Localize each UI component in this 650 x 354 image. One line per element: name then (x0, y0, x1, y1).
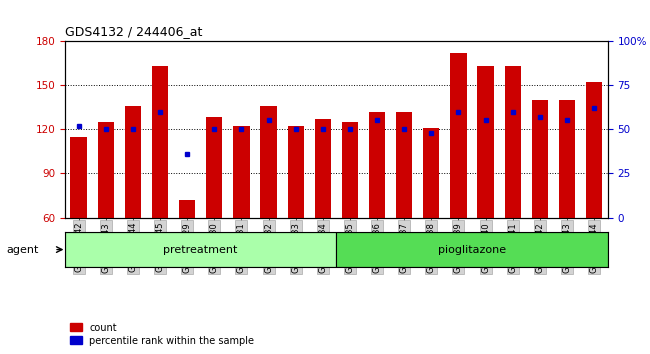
Bar (337, 232, 608, 267)
Text: pioglitazone: pioglitazone (438, 245, 506, 255)
Bar (504, 66, 521, 218)
Bar (287, 126, 304, 218)
Bar (559, 100, 575, 218)
Bar (233, 126, 250, 218)
Bar (315, 119, 331, 218)
Bar (478, 66, 494, 218)
Bar (532, 100, 548, 218)
Bar (65, 232, 337, 267)
Bar (179, 200, 195, 218)
Bar (423, 128, 439, 218)
Bar (450, 52, 467, 218)
Bar (206, 118, 222, 218)
Bar (70, 137, 86, 218)
Text: agent: agent (6, 245, 39, 255)
Text: pretreatment: pretreatment (164, 245, 238, 255)
Bar (586, 82, 603, 218)
Bar (342, 122, 358, 218)
Legend: count, percentile rank within the sample: count, percentile rank within the sample (70, 323, 254, 346)
Bar (261, 105, 277, 218)
Bar (98, 122, 114, 218)
Bar (125, 105, 141, 218)
Text: GDS4132 / 244406_at: GDS4132 / 244406_at (65, 25, 202, 38)
Bar (396, 112, 412, 218)
Bar (369, 112, 385, 218)
Bar (152, 66, 168, 218)
